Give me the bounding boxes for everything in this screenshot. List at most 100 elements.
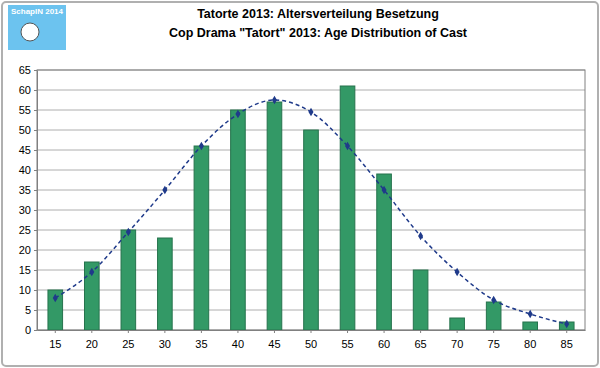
tick-mark <box>493 330 494 333</box>
logo-box <box>8 5 66 50</box>
marker <box>272 96 277 105</box>
tick-mark <box>34 270 37 271</box>
tick: 60 <box>19 84 37 96</box>
tick-label: 20 <box>86 338 98 350</box>
tick: 25 <box>19 224 37 236</box>
tick-label: 45 <box>268 338 280 350</box>
tick: 65 <box>19 64 37 76</box>
marker <box>382 186 387 195</box>
plot-frame <box>37 70 585 330</box>
tick: 50 <box>19 124 37 136</box>
bar <box>267 102 282 330</box>
tick-mark <box>91 330 92 333</box>
tick-label: 5 <box>25 304 31 316</box>
tick: 35 <box>195 330 207 350</box>
tick-mark <box>55 330 56 333</box>
tick: 20 <box>86 330 98 350</box>
marker <box>564 320 569 329</box>
tick: 40 <box>19 164 37 176</box>
tick: 30 <box>19 204 37 216</box>
marker <box>491 296 496 305</box>
bar <box>194 146 209 330</box>
x-axis: 152025303540455055606570758085 <box>38 330 586 350</box>
tick: 15 <box>19 264 37 276</box>
tick-mark <box>34 150 37 151</box>
tick-mark <box>164 330 165 333</box>
tick: 50 <box>305 330 317 350</box>
bar <box>340 86 355 330</box>
tick: 80 <box>524 330 536 350</box>
bar <box>413 270 428 330</box>
tick-label: 30 <box>159 338 171 350</box>
marker <box>199 142 204 151</box>
tick-mark <box>347 330 348 333</box>
tick-label: 65 <box>19 64 31 76</box>
marker <box>455 268 460 277</box>
marker <box>235 110 240 119</box>
tick-mark <box>201 330 202 333</box>
frame <box>2 2 598 366</box>
subtitle: Cop Drama "Tatort" 2013: Age Distributio… <box>169 26 468 40</box>
tick: 45 <box>268 330 280 350</box>
tick-mark <box>384 330 385 333</box>
marker <box>89 268 94 277</box>
bar <box>231 110 246 330</box>
logo-text: SchapIN 2014 <box>11 7 64 16</box>
marker <box>162 186 167 195</box>
bar <box>486 302 501 330</box>
tick-label: 80 <box>524 338 536 350</box>
tick-mark <box>311 330 312 333</box>
tick: 20 <box>19 244 37 256</box>
logo: SchapIN 2014 <box>8 5 66 50</box>
tick-mark <box>274 330 275 333</box>
axis-line <box>37 71 38 331</box>
marker <box>126 228 131 237</box>
tick-label: 50 <box>19 124 31 136</box>
tick-mark <box>530 330 531 333</box>
bar <box>450 318 465 330</box>
bar <box>84 262 99 330</box>
tick-mark <box>34 70 37 71</box>
tick-mark <box>34 130 37 131</box>
tick-mark <box>34 110 37 111</box>
bar <box>48 290 63 330</box>
grid <box>37 70 585 330</box>
y-axis: 05101520253035404550556065 <box>19 64 38 336</box>
tick: 85 <box>561 330 573 350</box>
tick-label: 0 <box>25 324 31 336</box>
tick-label: 40 <box>19 164 31 176</box>
tick-mark <box>237 330 238 333</box>
marker <box>308 108 313 117</box>
tick-label: 25 <box>19 224 31 236</box>
tick-mark <box>128 330 129 333</box>
tick-label: 15 <box>49 338 61 350</box>
tick: 55 <box>341 330 353 350</box>
chart: SchapIN 2014 Tatorte 2013: Altersverteilu… <box>0 0 600 368</box>
tick: 15 <box>49 330 61 350</box>
tick-label: 45 <box>19 144 31 156</box>
tick-label: 85 <box>561 338 573 350</box>
tick-mark <box>34 250 37 251</box>
tick-mark <box>34 190 37 191</box>
marker <box>418 232 423 241</box>
tick: 60 <box>378 330 390 350</box>
tick: 55 <box>19 104 37 116</box>
tick-label: 55 <box>341 338 353 350</box>
tick-mark <box>34 170 37 171</box>
title: Tatorte 2013: Altersverteilung Besetzung <box>197 7 439 21</box>
bar <box>523 322 538 330</box>
tick: 45 <box>19 144 37 156</box>
tick-label: 50 <box>305 338 317 350</box>
tick-label: 35 <box>195 338 207 350</box>
marks <box>48 86 574 330</box>
tick-label: 65 <box>414 338 426 350</box>
tick: 35 <box>19 184 37 196</box>
tick-label: 60 <box>19 84 31 96</box>
tick-label: 60 <box>378 338 390 350</box>
line <box>55 100 566 324</box>
tick-label: 25 <box>122 338 134 350</box>
tick: 75 <box>488 330 500 350</box>
tick-label: 40 <box>232 338 244 350</box>
tick: 5 <box>25 304 37 316</box>
grid-line <box>37 90 585 91</box>
